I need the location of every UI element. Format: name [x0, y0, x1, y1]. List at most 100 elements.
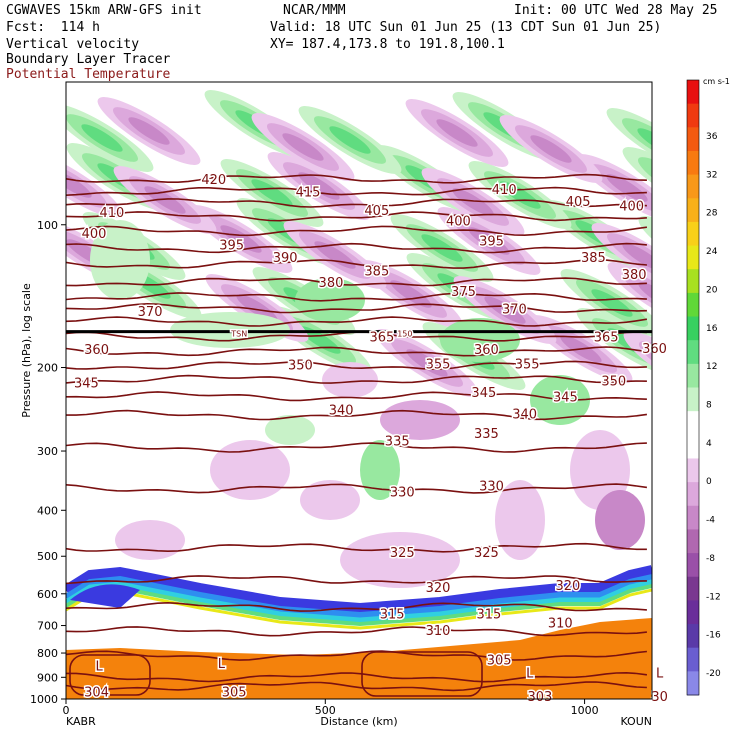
velocity-cell — [251, 179, 293, 207]
theta-contour-line — [66, 360, 647, 371]
theta-contour-line — [66, 575, 647, 585]
colorbar-tick-label: 20 — [706, 285, 718, 295]
theta-label: 345 — [553, 390, 578, 405]
theta-label: 360 — [642, 342, 667, 357]
field-boundary-layer-tracer: Boundary Layer Tracer — [6, 52, 171, 67]
boundary-layer-orange — [66, 618, 652, 699]
velocity-cell — [340, 532, 460, 588]
theta-label: 400 — [446, 215, 471, 230]
colorbar-tick-label: 8 — [706, 401, 712, 411]
colorbar-tick-label: 28 — [706, 209, 718, 219]
theta-label: 30 — [651, 690, 668, 705]
velocity-cell — [0, 127, 19, 163]
theta-contour-line — [66, 277, 647, 287]
theta-contour-line — [66, 258, 647, 269]
axes: 100 200 300 400 500 600 700 800 900 1000 0 500 1000 D… — [20, 219, 652, 728]
theta-label: 355 — [426, 357, 451, 372]
colorbar-tick-label: -8 — [706, 554, 715, 564]
theta-contour-line — [66, 409, 648, 421]
theta-label: 410 — [99, 206, 124, 221]
velocity-cell — [0, 78, 6, 165]
velocity-cell — [220, 225, 262, 253]
velocity-cell — [725, 258, 740, 319]
tracer-ribbon — [66, 565, 652, 614]
colorbar-unit: cm s-1 — [703, 77, 730, 86]
velocity-cell — [484, 296, 526, 324]
velocity-cell — [622, 243, 652, 271]
theta-label: 305 — [222, 686, 247, 701]
source-label: NCAR/MMM — [283, 3, 346, 18]
theta-contour-line — [66, 198, 647, 208]
colorbar-swatch — [687, 103, 699, 128]
y-tick-label: 700 — [37, 620, 58, 633]
velocity-cell — [595, 490, 645, 550]
colorbar-swatch — [687, 505, 699, 530]
theta-label: 395 — [479, 235, 504, 250]
colorbar-swatch — [687, 363, 699, 388]
theta-contour-line — [66, 650, 647, 661]
colorbar-swatch — [687, 245, 699, 270]
theta-label: 345 — [74, 376, 99, 391]
theta-label: 385 — [581, 251, 606, 266]
theta-label: 315 — [477, 607, 502, 622]
x-tick-label: 1000 — [571, 704, 599, 717]
colorbar-swatch — [687, 647, 699, 672]
field-potential-temperature: Potential Temperature — [6, 67, 171, 82]
velocity-cell — [499, 181, 541, 209]
theta-label: 390 — [273, 251, 298, 266]
theta-contour-line — [66, 626, 647, 637]
theta-contour-line — [66, 225, 648, 237]
velocity-cell — [265, 415, 315, 445]
theta-contour-line — [66, 316, 648, 327]
colorbar-tick-label: -4 — [706, 516, 715, 526]
theta-contour-line — [66, 391, 647, 402]
colorbar-swatch — [687, 458, 699, 483]
theta-label: 310 — [548, 617, 573, 632]
theta-contour-labels: 420 415 410 410 405 405 400 400 400 395 395 390 385 3… — [72, 171, 669, 706]
colorbar-swatch — [687, 434, 699, 459]
colorbar-tick-label: -16 — [706, 631, 721, 641]
colorbar-swatch — [687, 150, 699, 176]
theta-label: 355 — [515, 357, 540, 372]
theta-label: 325 — [390, 546, 415, 561]
theta-label: L — [656, 667, 664, 682]
velocity-cell — [322, 362, 378, 398]
left-station-label: KABR — [66, 715, 96, 728]
theta-contour-line — [66, 346, 648, 357]
theta-contours — [66, 173, 652, 697]
colorbar-swatch — [687, 411, 699, 436]
y-tick-label: 100 — [37, 219, 58, 232]
plot-frame — [65, 81, 653, 700]
colorbar-swatch — [687, 292, 699, 318]
colorbar-tick-label: 36 — [706, 132, 718, 142]
velocity-cell — [66, 170, 92, 198]
velocity-cell — [495, 480, 545, 560]
colorbar-swatch — [687, 221, 699, 247]
velocity-cell — [282, 133, 324, 161]
x-axis-title: Distance (km) — [320, 715, 397, 728]
colorbar-frame — [686, 79, 700, 696]
y-tick-label: 400 — [37, 504, 58, 517]
theta-contour-line — [66, 173, 647, 184]
theta-contour-line — [66, 681, 647, 692]
velocity-cell — [170, 312, 290, 348]
colorbar-swatch — [687, 387, 699, 412]
theta-label: 380 — [622, 268, 647, 283]
velocity-cell — [329, 126, 371, 154]
theta-label: 150 — [397, 330, 412, 339]
theta-label: 340 — [512, 407, 537, 422]
y-tick-label: 900 — [37, 671, 58, 684]
velocity-cell — [570, 430, 630, 510]
theta-label: L — [218, 657, 226, 672]
theta-label: TSN — [230, 330, 247, 339]
y-tick-label: 800 — [37, 647, 58, 660]
colorbar-swatch — [687, 174, 699, 199]
theta-label: 380 — [319, 276, 344, 291]
colorbar-swatch — [687, 671, 699, 696]
theta-label: 330 — [479, 480, 504, 495]
theta-closed-contour — [361, 651, 483, 697]
velocity-cell — [637, 128, 652, 156]
velocity-cell — [697, 186, 740, 222]
theta-label: 360 — [474, 343, 499, 358]
colorbar-swatch — [687, 576, 699, 601]
